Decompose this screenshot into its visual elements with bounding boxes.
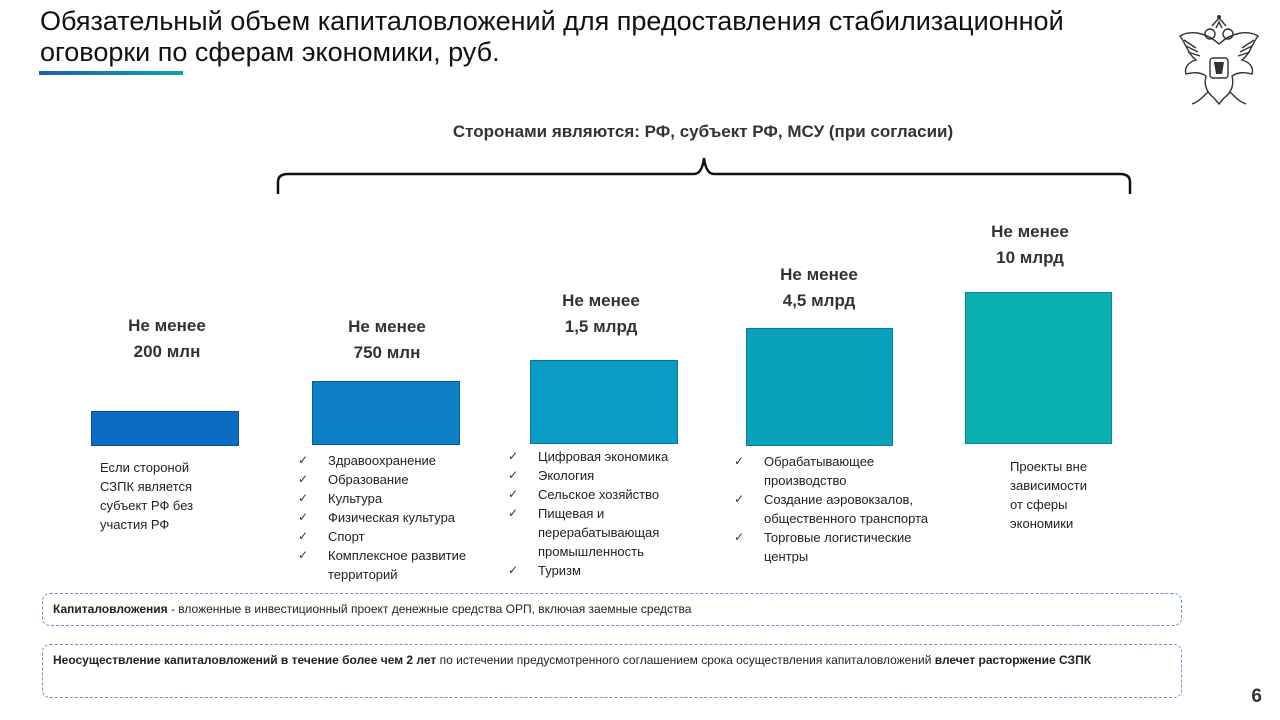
sector-item: Цифровая экономика [508, 447, 698, 466]
capital-definition-box: Капиталовложения - вложенные в инвестици… [42, 593, 1182, 626]
column-5-note: Проекты вне зависимости от сферы экономи… [1010, 457, 1087, 533]
column-3-bar [530, 360, 678, 444]
failure-condition-bold: Неосуществление капиталовложений в течен… [53, 653, 437, 667]
column-2-label-line1: Не менее [348, 317, 426, 336]
sector-item: Торговые логистические центры [734, 528, 954, 566]
sector-item: Здравоохранение [298, 451, 498, 470]
column-1-label-value: 200 млн [133, 342, 201, 361]
page-number: 6 [1251, 686, 1262, 707]
column-5-note-line: Проекты вне [1010, 459, 1088, 474]
sector-item: Спорт [298, 527, 498, 546]
column-4-label-line1: Не менее [780, 265, 858, 284]
parties-heading: Сторонами являются: РФ, субъект РФ, МСУ … [452, 122, 954, 141]
sector-item: Пищевая и перерабатывающая промышленност… [508, 504, 698, 561]
column-1-note-line: Если стороной [100, 460, 190, 475]
sector-item: Обрабатывающее производство [734, 452, 954, 490]
sector-item: Туризм [508, 561, 698, 580]
column-1-note-line: субъект РФ без [100, 498, 194, 513]
column-5-bar [965, 292, 1112, 444]
column-5-note-line: экономики [1010, 516, 1074, 531]
column-1-note: Если стороной СЗПК является субъект РФ б… [100, 458, 193, 534]
column-5-note-line: от сферы [1010, 497, 1068, 512]
column-3-label: Не менее 1,5 млрд [501, 288, 701, 340]
title-underline [39, 71, 183, 75]
sector-item: Экология [508, 466, 698, 485]
column-3-sectors: Цифровая экономика Экология Сельское хоз… [508, 447, 698, 580]
sector-item: Комплексное развитие территорий [298, 546, 498, 584]
column-2-label: Не менее 750 млн [287, 314, 487, 366]
capital-definition-text: - вложенные в инвестиционный проект дене… [167, 602, 692, 616]
column-1-note-line: СЗПК является [100, 479, 193, 494]
column-2-sectors: Здравоохранение Образование Культура Физ… [298, 451, 498, 584]
column-5-label-value: 10 млрд [996, 248, 1064, 267]
column-5-label-line1: Не менее [991, 222, 1069, 241]
curly-brace [276, 157, 1132, 194]
coat-of-arms-icon [1178, 15, 1260, 106]
column-4-sectors: Обрабатывающее производство Создание аэр… [734, 452, 954, 566]
column-2-bar [312, 381, 460, 445]
column-3-label-value: 1,5 млрд [564, 317, 638, 336]
failure-condition-box: Неосуществление капиталовложений в течен… [42, 644, 1182, 698]
failure-condition-text: по истечении предусмотренного соглашение… [436, 653, 935, 667]
column-5-note-line: зависимости [1010, 478, 1088, 493]
column-4-label-value: 4,5 млрд [782, 291, 856, 310]
sector-item: Физическая культура [298, 508, 498, 527]
sector-item: Образование [298, 470, 498, 489]
capital-term: Капиталовложения [53, 602, 168, 616]
page-title: Обязательный объем капиталовложений для … [40, 6, 1064, 67]
column-1-label: Не менее 200 млн [67, 313, 267, 365]
sector-item: Культура [298, 489, 498, 508]
failure-consequence-bold: влечет расторжение СЗПК [934, 653, 1092, 667]
sector-item: Создание аэровокзалов, общественного тра… [734, 490, 954, 528]
column-4-label: Не менее 4,5 млрд [719, 262, 919, 314]
sector-item: Сельское хозяйство [508, 485, 698, 504]
column-1-note-line: участия РФ [100, 517, 170, 532]
column-1-bar [91, 411, 239, 446]
column-4-bar [746, 328, 893, 446]
column-2-label-value: 750 млн [353, 343, 421, 362]
column-5-label: Не менее 10 млрд [930, 219, 1130, 271]
column-3-label-line1: Не менее [562, 291, 640, 310]
column-1-label-line1: Не менее [128, 316, 206, 335]
